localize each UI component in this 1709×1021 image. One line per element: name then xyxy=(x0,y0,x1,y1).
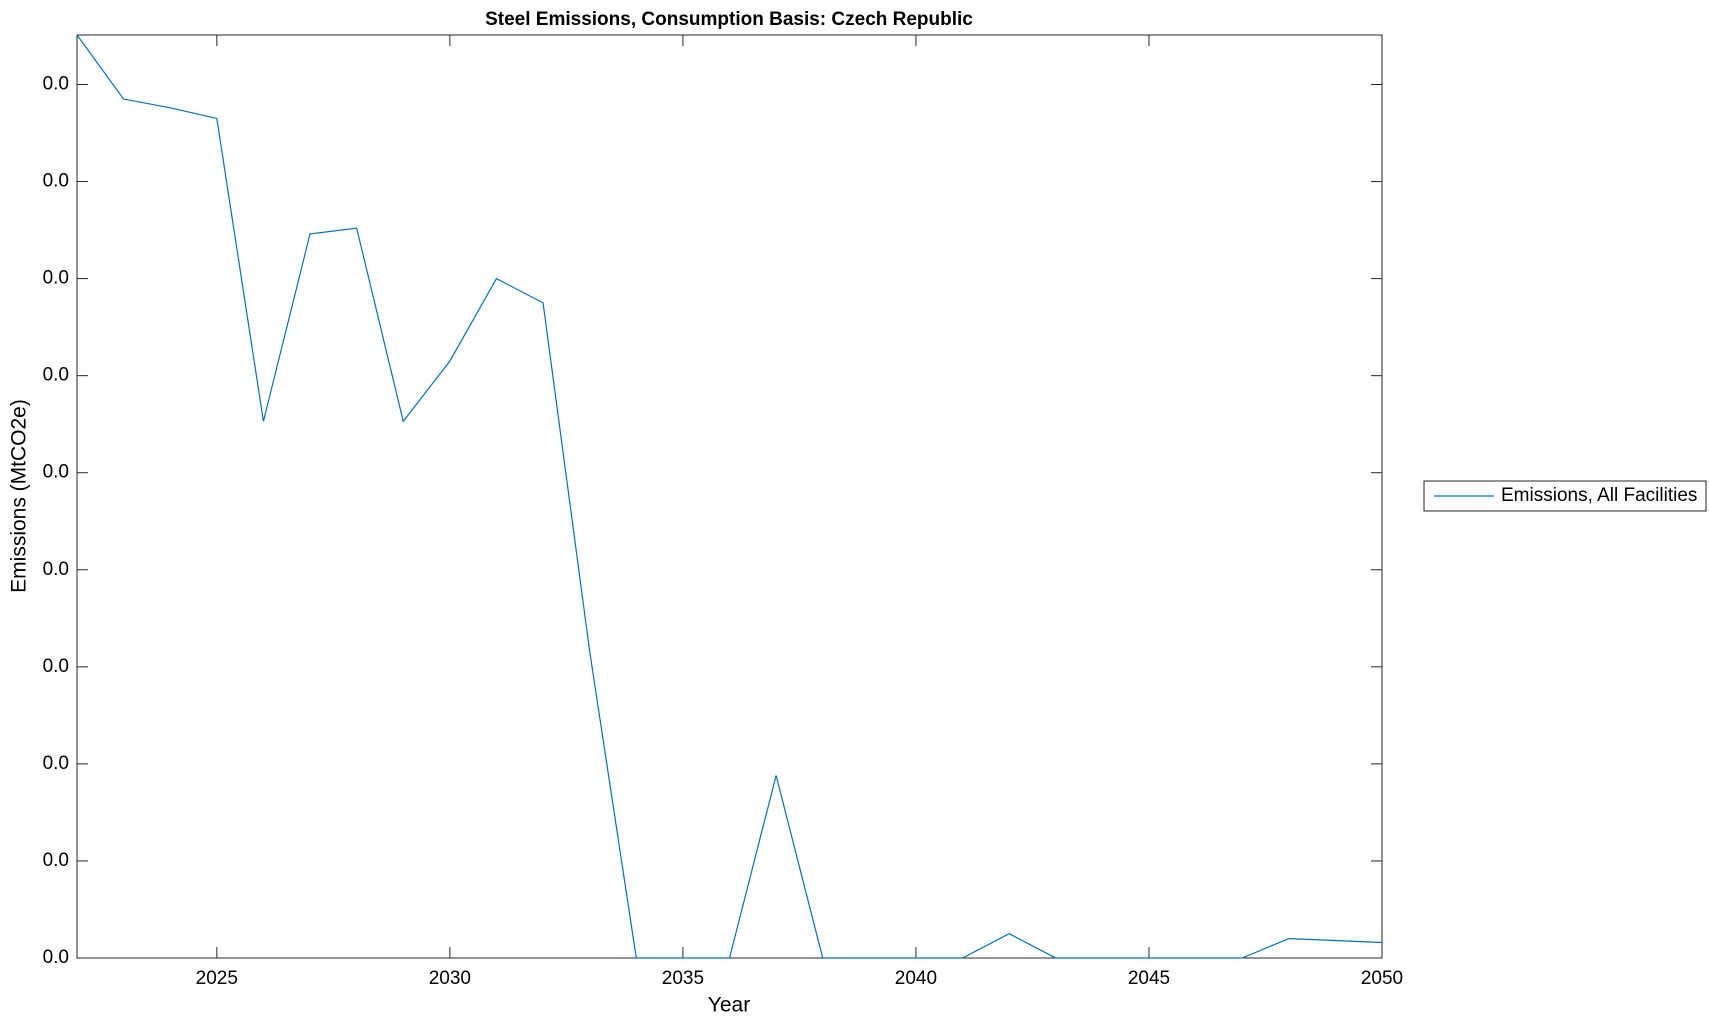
x-tick-label: 2050 xyxy=(1361,968,1403,989)
data-line xyxy=(76,34,1383,959)
x-tick-label: 2040 xyxy=(895,968,937,989)
x-tick-label: 2035 xyxy=(662,968,704,989)
x-axis-label: Year xyxy=(708,994,750,1017)
y-tick-label: 0.0 xyxy=(43,656,69,677)
chart-title: Steel Emissions, Consumption Basis: Czec… xyxy=(485,9,973,30)
x-tick-label: 2030 xyxy=(429,968,471,989)
plot-frame xyxy=(76,34,1383,959)
y-tick-label: 0.0 xyxy=(43,365,69,386)
x-tick-label: 2045 xyxy=(1128,968,1170,989)
y-tick-label: 0.0 xyxy=(43,171,69,192)
y-tick-label: 0.0 xyxy=(43,462,69,483)
y-tick-label: 0.0 xyxy=(43,268,69,289)
legend-label: Emissions, All Facilities xyxy=(1501,485,1697,506)
y-tick-label: 0.0 xyxy=(43,559,69,580)
y-tick-label: 0.0 xyxy=(43,74,69,95)
y-tick-label: 0.0 xyxy=(43,947,69,968)
y-tick-label: 0.0 xyxy=(43,753,69,774)
y-axis-label: Emissions (MtCO2e) xyxy=(8,399,31,593)
y-tick-label: 0.0 xyxy=(43,850,69,871)
x-tick-label: 2025 xyxy=(196,968,238,989)
